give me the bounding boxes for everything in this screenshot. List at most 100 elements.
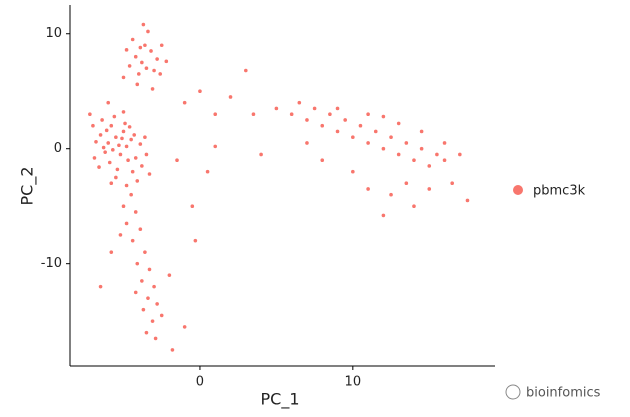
point (147, 172, 152, 176)
point (135, 179, 140, 183)
point (320, 123, 325, 128)
point (373, 129, 378, 134)
point (427, 164, 432, 168)
point (150, 319, 155, 323)
point (109, 250, 114, 254)
point (133, 290, 138, 295)
legend-label: pbmc3k (533, 184, 586, 199)
x-tick-label: 10 (345, 375, 362, 390)
point (129, 192, 133, 197)
point (335, 129, 340, 134)
point (109, 181, 114, 186)
point (167, 273, 172, 277)
point (175, 158, 179, 163)
point (228, 95, 233, 99)
point (159, 313, 164, 318)
point (106, 100, 111, 105)
point (135, 261, 140, 266)
point (141, 307, 146, 312)
point (115, 167, 120, 172)
point (389, 192, 393, 197)
point (112, 114, 117, 119)
point (205, 169, 210, 174)
point (404, 141, 409, 145)
point (124, 144, 129, 149)
point (138, 142, 143, 146)
point (190, 204, 195, 208)
point (435, 152, 439, 157)
point (427, 187, 432, 191)
point (305, 118, 309, 122)
point (153, 336, 158, 341)
point (114, 135, 118, 140)
point (159, 43, 164, 48)
point (133, 210, 138, 214)
point (351, 169, 355, 174)
point (146, 29, 150, 34)
point (442, 141, 447, 145)
point (124, 48, 129, 52)
point (143, 43, 147, 48)
point (198, 89, 202, 94)
point (143, 250, 147, 254)
point (107, 160, 112, 165)
legend-marker (513, 185, 523, 195)
point (130, 169, 135, 174)
point (335, 106, 340, 111)
point (404, 181, 409, 186)
point (118, 233, 123, 237)
point (98, 284, 103, 289)
point (98, 133, 103, 137)
x-axis-label: PC_1 (261, 390, 300, 410)
point (182, 325, 187, 329)
point (109, 123, 114, 128)
x-tick-label: 0 (196, 375, 204, 390)
y-tick-label: 0 (54, 141, 62, 156)
point (312, 106, 317, 111)
point (244, 68, 248, 73)
point (164, 59, 169, 64)
point (381, 146, 386, 151)
point (297, 100, 302, 105)
point (140, 279, 144, 283)
point (150, 87, 155, 91)
point (328, 112, 332, 117)
point (111, 148, 115, 152)
point (103, 150, 107, 154)
point (213, 112, 218, 117)
point (458, 152, 462, 157)
point (121, 110, 126, 114)
point (138, 45, 143, 50)
point (132, 133, 137, 137)
point (144, 66, 149, 71)
point (170, 348, 175, 352)
point (158, 72, 162, 76)
point (305, 141, 309, 145)
point (121, 204, 126, 208)
point (144, 152, 149, 157)
point (114, 175, 118, 180)
point (101, 145, 106, 150)
point (140, 164, 144, 168)
point (274, 106, 279, 111)
point (127, 125, 132, 129)
point (366, 187, 370, 191)
point (412, 204, 416, 208)
point (381, 213, 386, 218)
point (121, 75, 126, 80)
point (121, 129, 126, 134)
point (366, 141, 370, 145)
point (97, 165, 101, 169)
point (366, 112, 370, 117)
point (91, 123, 95, 128)
point (130, 238, 135, 243)
point (155, 302, 159, 306)
point (251, 112, 256, 117)
point (100, 118, 104, 122)
point (94, 140, 98, 144)
point (140, 60, 144, 65)
point (144, 330, 149, 335)
point (396, 152, 401, 157)
point (133, 156, 138, 160)
